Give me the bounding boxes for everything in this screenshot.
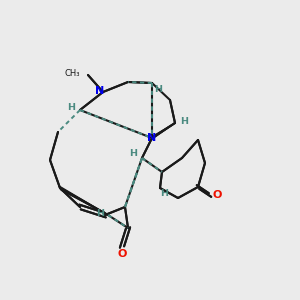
Text: N: N — [95, 86, 105, 96]
Text: N: N — [147, 133, 157, 143]
Text: O: O — [117, 249, 127, 259]
Polygon shape — [59, 186, 108, 215]
Text: H: H — [96, 208, 104, 217]
Text: O: O — [212, 190, 222, 200]
Text: H: H — [154, 85, 162, 94]
Text: H: H — [180, 116, 188, 125]
Text: H: H — [160, 190, 168, 199]
Text: H: H — [67, 103, 75, 112]
Text: H: H — [129, 149, 137, 158]
Polygon shape — [151, 123, 175, 140]
Text: CH₃: CH₃ — [64, 68, 80, 77]
